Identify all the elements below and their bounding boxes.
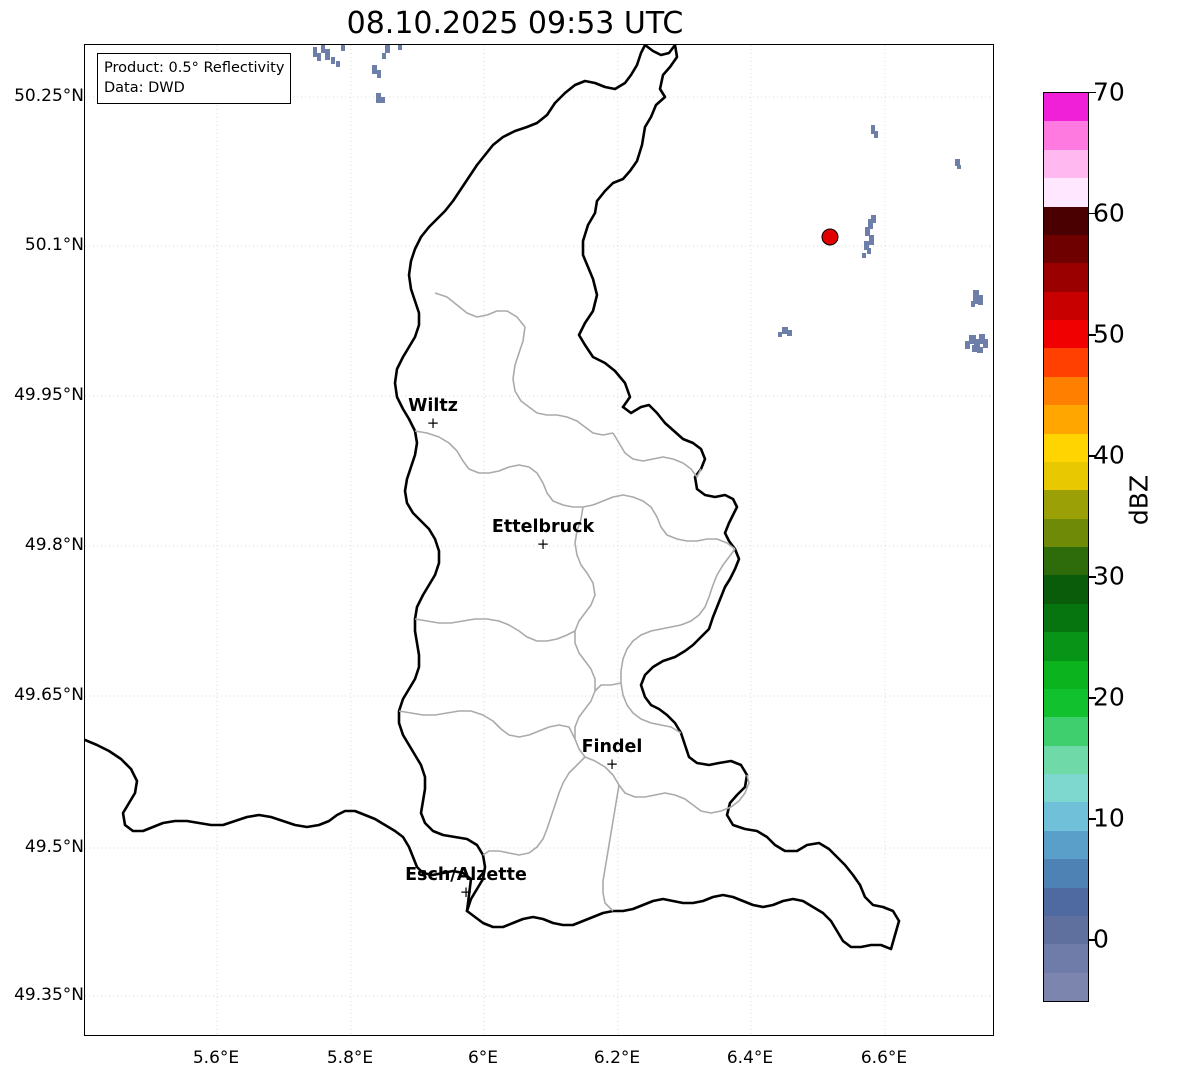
colorbar-segment [1044,972,1088,1001]
x-tick-label-1: 5.8°E [326,1048,374,1068]
colorbar-segment [1044,944,1088,973]
city-label-esch-alzette: Esch/Alzette [405,865,527,885]
colorbar-tick-label: 60 [1093,198,1125,228]
page-title: 08.10.2025 09:53 UTC [346,6,684,41]
colorbar-segment [1044,234,1088,264]
colorbar-tick-mark [1089,576,1096,578]
colorbar-segment [1044,632,1088,661]
colorbar-segment [1044,320,1088,349]
colorbar-segment [1044,461,1088,491]
x-tick-label-5: 6.6°E [860,1048,908,1068]
colorbar-segment [1044,745,1088,774]
colorbar-tick-mark [1089,92,1096,94]
x-tick-label-3: 6.2°E [593,1048,641,1068]
colorbar-segment [1044,688,1088,718]
y-tick-label-3: 49.8°N [24,535,84,555]
info-legend-box: Product: 0.5° Reflectivity Data: DWD [97,53,292,104]
colorbar-segment [1044,802,1088,831]
x-tick-label-4: 6.4°E [726,1048,774,1068]
colorbar-axis-label: dBZ [1124,474,1154,526]
colorbar-tick-label: 10 [1093,803,1125,833]
colorbar-segment [1044,575,1088,604]
colorbar-tick-mark [1089,697,1096,699]
colorbar-tick-label: 40 [1093,440,1125,470]
colorbar-tick-label: 20 [1093,682,1125,712]
colorbar-segment [1044,376,1088,406]
y-tick-label-6: 49.35°N [14,985,84,1005]
colorbar-segment [1044,433,1088,462]
city-label-wiltz: Wiltz [408,396,458,416]
city-marker-ettelbruck: + [536,535,550,553]
colorbar-tick-mark [1089,213,1096,215]
y-tick-label-2: 49.95°N [14,385,84,405]
colorbar [1043,92,1089,1002]
colorbar-segment [1044,774,1088,803]
city-marker-findel: + [605,755,619,773]
city-label-ettelbruck: Ettelbruck [491,517,595,537]
colorbar-segment [1044,915,1088,945]
colorbar-segment [1044,887,1088,916]
colorbar-segment [1044,490,1088,519]
colorbar-segment [1044,603,1088,633]
y-tick-label-5: 49.5°N [24,837,84,857]
canton-boundaries [398,292,750,912]
radar-echo-pixels [313,45,988,353]
colorbar-tick-label: 50 [1093,319,1125,349]
colorbar-tick-label: 0 [1093,924,1109,954]
colorbar-segment [1044,859,1088,888]
colorbar-segment [1044,547,1088,576]
colorbar-segment [1044,660,1088,689]
legend-product-line: Product: 0.5° Reflectivity [104,60,285,76]
colorbar-tick-mark [1089,939,1096,941]
national-borders [85,45,901,951]
city-label-findel: Findel [581,737,643,757]
colorbar-segment [1044,149,1088,179]
colorbar-segment [1044,405,1088,434]
x-tick-label-2: 6°E [467,1048,499,1068]
colorbar-segment [1044,291,1088,320]
legend-data-line: Data: DWD [104,80,185,96]
colorbar-segment [1044,518,1088,547]
colorbar-segment [1044,206,1088,235]
radar-map-canvas[interactable]: Product: 0.5° Reflectivity Data: DWD Wil… [84,44,994,1036]
y-tick-label-4: 49.65°N [14,685,84,705]
colorbar-segment [1044,263,1088,292]
y-tick-label-1: 50.1°N [24,235,84,255]
colorbar-segment [1044,121,1088,150]
colorbar-tick-label: 30 [1093,561,1125,591]
colorbar-tick-mark [1089,334,1096,336]
colorbar-tick-label: 70 [1093,77,1125,107]
colorbar-segment [1044,178,1088,207]
colorbar-tick-mark [1089,455,1096,457]
colorbar-segment [1044,717,1088,746]
city-marker-wiltz: + [426,414,440,432]
colorbar-segment [1044,93,1088,122]
y-tick-label-0: 50.25°N [14,86,84,106]
city-marker-esch-alzette: + [459,883,473,901]
colorbar-segment [1044,830,1088,860]
radar-site-marker[interactable] [821,228,839,246]
x-tick-label-0: 5.6°E [192,1048,240,1068]
colorbar-segment [1044,348,1088,377]
colorbar-tick-mark [1089,818,1096,820]
